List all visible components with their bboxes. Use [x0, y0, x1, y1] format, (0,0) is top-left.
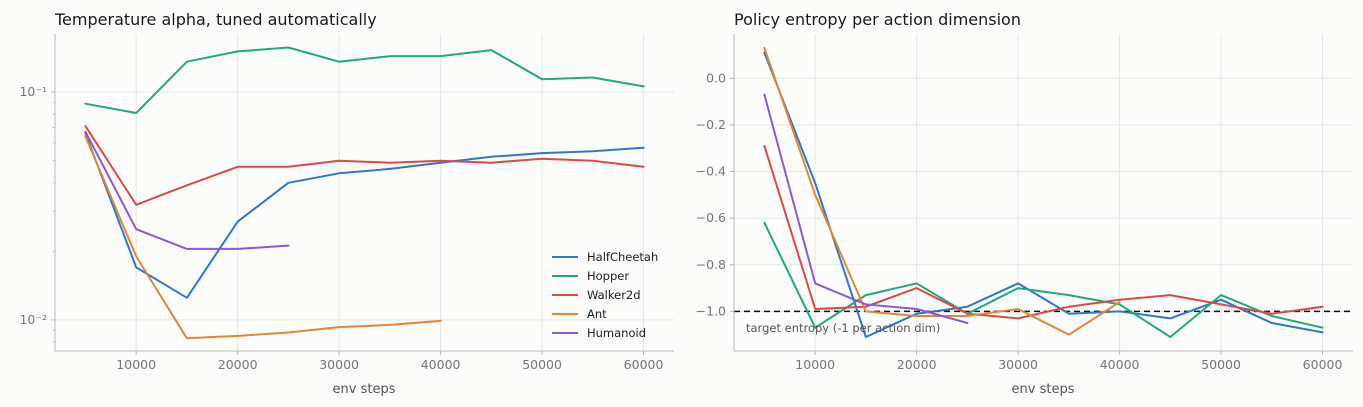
entropy-ytick-label: −0.8: [696, 257, 726, 272]
entropy-xtick-label: 60000: [1303, 357, 1343, 372]
legend-label-walker2d: Walker2d: [587, 288, 641, 302]
entropy-chart-title: Policy entropy per action dimension: [734, 10, 1021, 29]
entropy-series-line-halfcheetah: [763, 51, 1324, 338]
entropy-xtick-label: 50000: [1201, 357, 1241, 372]
legend-item-humanoid: Humanoid: [552, 326, 646, 340]
entropy-xtick-label: 30000: [998, 357, 1038, 372]
legend-item-ant: Ant: [552, 307, 607, 321]
entropy-series-line-humanoid: [763, 93, 969, 324]
alpha-series-line-hopper: [84, 46, 645, 114]
entropy-xtick-label: 40000: [1100, 357, 1140, 372]
alpha-ytick-label: 10⁻²: [19, 312, 47, 327]
legend-label-halfcheetah: HalfCheetah: [587, 250, 658, 264]
entropy-ytick-label: −0.6: [696, 210, 726, 225]
target-entropy-annotation: target entropy (-1 per action dim): [746, 321, 940, 335]
entropy-series-line-walker2d: [763, 144, 1324, 320]
alpha-chart-title: Temperature alpha, tuned automatically: [54, 10, 377, 29]
legend-label-ant: Ant: [587, 307, 607, 321]
entropy-xtick-label: 10000: [795, 357, 835, 372]
alpha-xtick-label: 50000: [522, 357, 562, 372]
alpha-ytick-label: 10⁻¹: [19, 84, 47, 99]
legend: HalfCheetah Hopper Walker2d Ant Humanoid: [552, 250, 658, 340]
alpha-series-line-halfcheetah: [84, 132, 645, 299]
legend-item-hopper: Hopper: [552, 269, 629, 283]
alpha-xtick-label: 10000: [116, 357, 156, 372]
legend-label-hopper: Hopper: [587, 269, 629, 283]
alpha-xtick-label: 30000: [319, 357, 359, 372]
entropy-ytick-label: −1.0: [696, 303, 726, 318]
alpha-series-line-humanoid: [84, 130, 290, 250]
alpha-xtick-label: 20000: [218, 357, 258, 372]
alpha-chart-xlabel: env steps: [333, 382, 396, 397]
entropy-ytick-label: −0.2: [696, 117, 726, 132]
alpha-series-line-ant: [84, 135, 442, 340]
entropy-series-line-hopper: [763, 221, 1324, 338]
legend-label-humanoid: Humanoid: [587, 326, 646, 340]
alpha-series-line-walker2d: [84, 125, 645, 206]
legend-item-halfcheetah: HalfCheetah: [552, 250, 658, 264]
entropy-ytick-label: 0.0: [706, 70, 726, 85]
entropy-ytick-label: −0.4: [696, 164, 726, 179]
entropy-chart: Policy entropy per action dimension 1000…: [696, 10, 1353, 397]
alpha-xtick-label: 40000: [421, 357, 461, 372]
entropy-chart-xlabel: env steps: [1012, 382, 1075, 397]
legend-item-walker2d: Walker2d: [552, 288, 641, 302]
entropy-xtick-label: 20000: [897, 357, 937, 372]
alpha-chart: Temperature alpha, tuned automatically 1…: [19, 10, 674, 397]
alpha-xtick-label: 60000: [624, 357, 664, 372]
